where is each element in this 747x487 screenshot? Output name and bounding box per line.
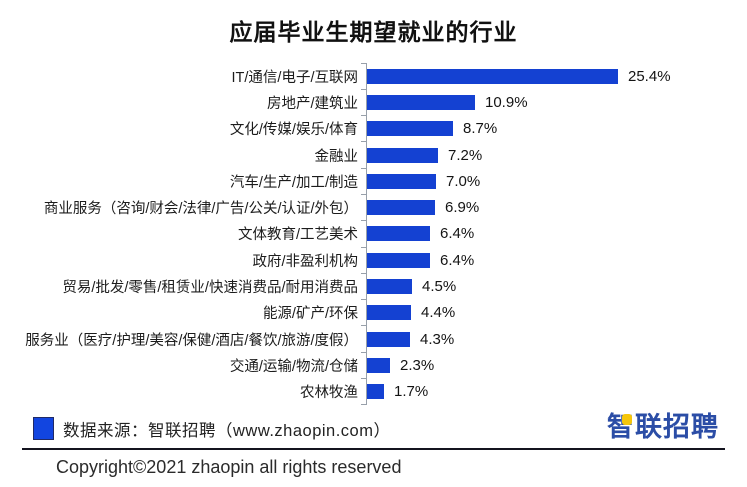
category-label: 金融业 [314,148,359,165]
bar-track: 10.9% [361,88,747,116]
category-label: 贸易/批发/零售/租赁业/快速消费品/耐用消费品 [62,280,358,297]
chart-row: IT/通信/电子/互联网 25.4% [0,62,747,90]
value-label: 4.3% [420,330,455,348]
value-label: 6.4% [440,251,475,269]
value-label: 10.9% [485,93,528,111]
chart-row: 房地产/建筑业 10.9% [0,88,747,116]
copyright-text: Copyright©2021 zhaopin all rights reserv… [56,456,402,477]
bar [367,279,412,295]
category-label: 文化/传媒/娱乐/体育 [229,122,358,139]
bar-track: 4.4% [361,299,747,326]
bar-chart: IT/通信/电子/互联网 25.4% 房地产/建筑业 10.9% 文化/传媒/娱乐/体育… [0,62,747,406]
bar [367,121,453,137]
bar [367,147,438,163]
chart-row: 商业服务（咨询/财会/法律/广告/公关/认证/外包） 6.9% [0,193,747,221]
chart-row: 能源/矿产/环保 4.4% [0,299,747,326]
chart-row: 金融业 7.2% [0,141,747,169]
page-title: 应届毕业生期望就业的行业 [229,19,518,45]
value-label: 7.2% [448,146,483,164]
bar [367,331,410,347]
bar [367,226,430,242]
bar-track: 7.2% [361,141,747,169]
chart-row: 文体教育/工艺美术 6.4% [0,220,747,248]
value-label: 7.0% [446,172,481,190]
category-label: 商业服务（咨询/财会/法律/广告/公关/认证/外包） [43,201,358,218]
category-label: 汽车/生产/加工/制造 [229,174,358,191]
value-label: 4.5% [422,278,457,296]
value-label: 4.4% [421,304,456,322]
bar-track: 6.4% [361,246,747,274]
category-label: 能源/矿产/环保 [262,306,358,323]
value-label: 25.4% [628,67,671,85]
value-label: 2.3% [400,356,435,374]
bar-track: 7.0% [361,167,747,195]
chart-row: 汽车/生产/加工/制造 7.0% [0,167,747,195]
category-label: 政府/非盈利机构 [252,253,358,270]
bar-track: 4.5% [361,272,747,300]
category-label: 文体教育/工艺美术 [237,227,358,244]
bar-track: 6.4% [361,220,747,248]
chart-row: 农林牧渔 1.7% [0,378,747,406]
bar-track: 4.3% [361,325,747,353]
category-label: 交通/运输/物流/仓储 [229,358,358,375]
chart-row: 服务业（医疗/护理/美容/保健/酒店/餐饮/旅游/度假） 4.3% [0,325,747,353]
chart-row: 贸易/批发/零售/租赁业/快速消费品/耐用消费品 4.5% [0,272,747,300]
legend-square-icon [33,417,54,441]
category-label: 服务业（医疗/护理/美容/保健/酒店/餐饮/旅游/度假） [25,332,358,349]
chart-row: 政府/非盈利机构 6.4% [0,246,747,274]
chart-row: 文化/传媒/娱乐/体育 8.7% [0,115,747,142]
bar-track: 8.7% [361,115,747,142]
data-source-text: 数据来源：智联招聘（www.zhaopin.com） [63,421,391,440]
source-footer: 数据来源：智联招聘（www.zhaopin.com） 智联招聘 [22,413,725,450]
bar [367,94,475,110]
value-label: 6.9% [445,199,480,217]
value-label: 6.4% [440,225,475,243]
bar [367,200,435,216]
bar [367,384,384,400]
value-label: 1.7% [394,383,429,401]
bar-track: 25.4% [361,62,747,90]
bar-track: 6.9% [361,193,747,221]
logo-accent-icon [622,413,632,425]
zhaopin-logo: 智联招聘 [607,413,719,444]
category-label: 房地产/建筑业 [266,95,358,112]
chart-row: 交通/运输/物流/仓储 2.3% [0,351,747,379]
bar [367,173,436,189]
bar [367,357,390,373]
bar [367,252,430,268]
bar-track: 2.3% [361,351,747,379]
bar [367,68,618,84]
bar [367,305,411,321]
bar-track: 1.7% [361,378,747,406]
category-label: 农林牧渔 [300,385,358,402]
value-label: 8.7% [463,120,498,138]
category-label: IT/通信/电子/互联网 [231,69,358,86]
